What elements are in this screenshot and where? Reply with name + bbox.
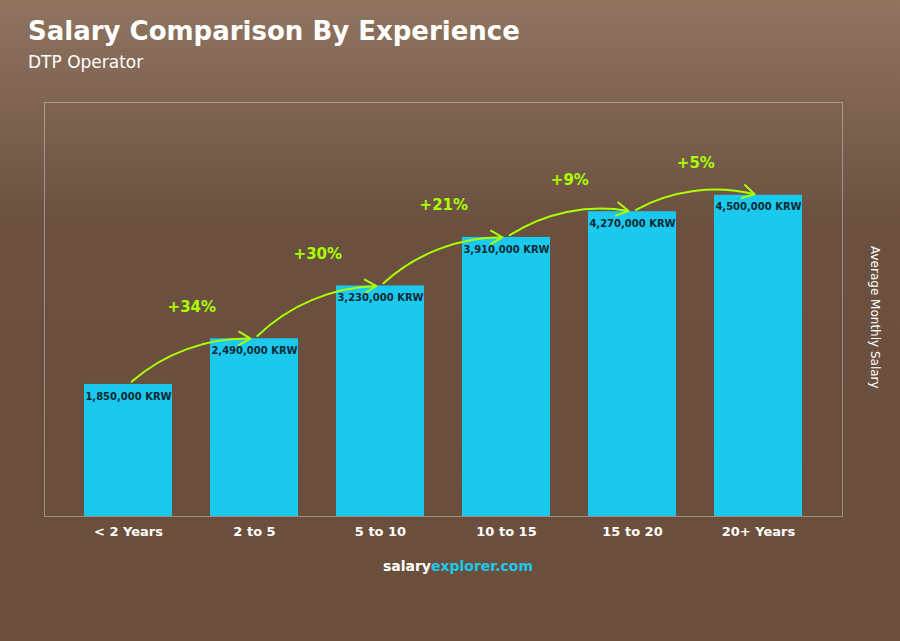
html-text:DTP Operator: DTP Operator	[28, 52, 144, 72]
svg-text:20+ Years: 20+ Years	[722, 524, 796, 539]
svg-text:5 to 10: 5 to 10	[355, 524, 406, 539]
html-text:Salary Comparison By Experienc: Salary Comparison By Experience	[28, 16, 520, 46]
svg-text:3,910,000 KRW: 3,910,000 KRW	[463, 244, 549, 255]
svg-text:4,500,000 KRW: 4,500,000 KRW	[715, 201, 801, 212]
svg-text:< 2 Years: < 2 Years	[94, 524, 163, 539]
html-text:salary explorer.com: salary explorer.com	[382, 558, 534, 574]
svg-text:10 to 15: 10 to 15	[476, 524, 536, 539]
html-text:Average Monthly Salary: Average Monthly Salary	[868, 245, 882, 389]
svg-text:+9%: +9%	[551, 171, 589, 189]
svg-text:+5%: +5%	[677, 154, 715, 172]
svg-text:+30%: +30%	[294, 245, 342, 263]
svg-text:3,230,000 KRW: 3,230,000 KRW	[337, 292, 423, 303]
svg-text:2,490,000 KRW: 2,490,000 KRW	[211, 345, 297, 356]
svg-text:4,270,000 KRW: 4,270,000 KRW	[589, 218, 675, 229]
svg-text:15 to 20: 15 to 20	[602, 524, 662, 539]
svg-text:1,850,000 KRW: 1,850,000 KRW	[85, 391, 171, 402]
svg-text:2 to 5: 2 to 5	[233, 524, 275, 539]
svg-text:+34%: +34%	[168, 298, 216, 316]
svg-text:+21%: +21%	[420, 196, 468, 214]
